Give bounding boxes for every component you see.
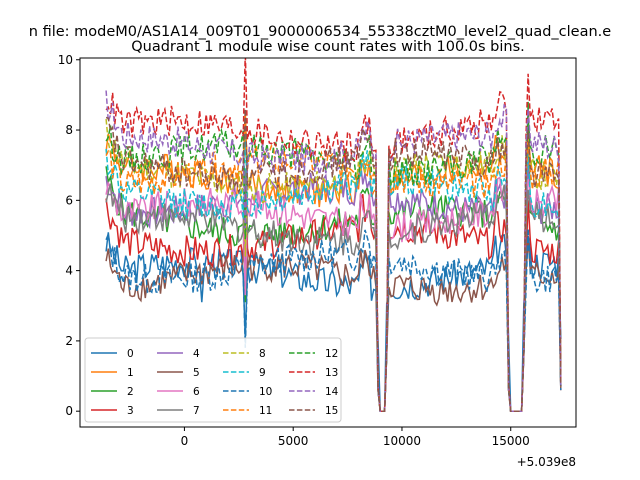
legend-label: 13 — [325, 367, 338, 379]
legend-label: 11 — [259, 405, 272, 417]
series-group — [105, 58, 562, 412]
series-line-15 — [105, 108, 562, 412]
legend-box — [84, 337, 342, 423]
y-axis: 0 2 4 6 8 10 — [58, 53, 80, 418]
axes-frame — [79, 57, 577, 428]
x-axis: 0 5000 10000 15000 — [181, 427, 530, 448]
legend-label: 2 — [127, 386, 134, 398]
legend-label: 12 — [325, 348, 338, 360]
y-tick-label: 6 — [65, 193, 73, 207]
legend-label: 7 — [193, 405, 200, 417]
x-axis-offset-text: +5.039e8 — [517, 455, 576, 469]
legend-label: 15 — [325, 405, 338, 417]
series-line-13 — [105, 58, 562, 412]
x-tick-label: 5000 — [278, 434, 309, 448]
legend-label: 6 — [193, 386, 200, 398]
legend-label: 14 — [325, 386, 339, 398]
legend-label: 9 — [259, 367, 266, 379]
legend-label: 4 — [193, 348, 200, 360]
chart-suptitle: n file: modeM0/AS1A14_009T01_9000006534_… — [29, 24, 612, 40]
y-tick-label: 8 — [65, 123, 73, 137]
y-tick-label: 10 — [58, 53, 73, 67]
legend-label: 1 — [127, 367, 134, 379]
legend-label: 8 — [259, 348, 266, 360]
series-line-10 — [105, 228, 562, 412]
y-tick-label: 4 — [65, 264, 73, 278]
series-line-9 — [105, 129, 562, 412]
y-tick-label: 2 — [65, 334, 73, 348]
legend-label: 10 — [259, 386, 272, 398]
x-tick-label: 15000 — [492, 434, 530, 448]
series-line-3 — [105, 179, 562, 412]
x-tick-label: 0 — [181, 434, 189, 448]
series-line-7 — [105, 168, 562, 412]
series-line-0 — [105, 232, 562, 412]
legend-label: 3 — [127, 405, 134, 417]
legend-label: 0 — [127, 348, 134, 360]
x-tick-label: 10000 — [383, 434, 421, 448]
series-line-14 — [105, 90, 562, 412]
y-tick-label: 0 — [65, 404, 73, 418]
chart-title: Quadrant 1 module wise count rates with … — [131, 39, 525, 55]
series-line-11 — [105, 119, 562, 412]
legend-label: 5 — [193, 367, 200, 379]
